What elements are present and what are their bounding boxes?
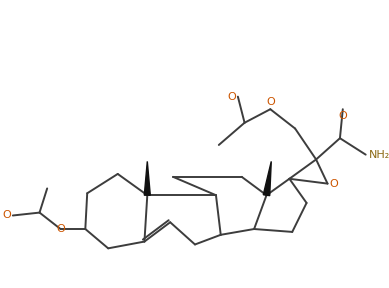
Text: O: O [56, 224, 65, 234]
Polygon shape [263, 161, 271, 196]
Polygon shape [144, 161, 150, 195]
Text: O: O [266, 97, 275, 107]
Text: O: O [227, 92, 236, 102]
Text: NH₂: NH₂ [368, 150, 389, 160]
Text: O: O [330, 179, 338, 189]
Text: O: O [338, 111, 347, 121]
Text: O: O [2, 211, 11, 221]
